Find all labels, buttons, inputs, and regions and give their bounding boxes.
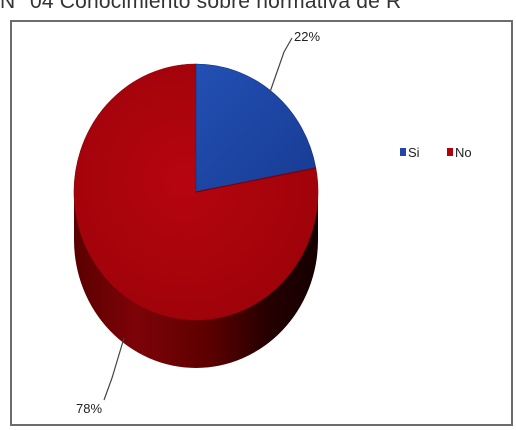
legend-swatch-no <box>447 148 453 156</box>
legend-swatch-si <box>400 148 406 156</box>
leader-line-no <box>103 337 125 401</box>
slice-divider <box>195 167 316 193</box>
legend-label-si: Si <box>408 145 420 160</box>
pie-side-no <box>74 192 318 368</box>
legend-label-no: No <box>455 145 472 160</box>
pie-slice-si <box>195 63 317 193</box>
data-label-si: 22% <box>294 29 320 44</box>
leader-line-si <box>269 37 293 93</box>
data-label-no: 78% <box>76 401 102 416</box>
chart-title: N° 04 Conocimiento sobre normativa de R <box>0 0 402 13</box>
